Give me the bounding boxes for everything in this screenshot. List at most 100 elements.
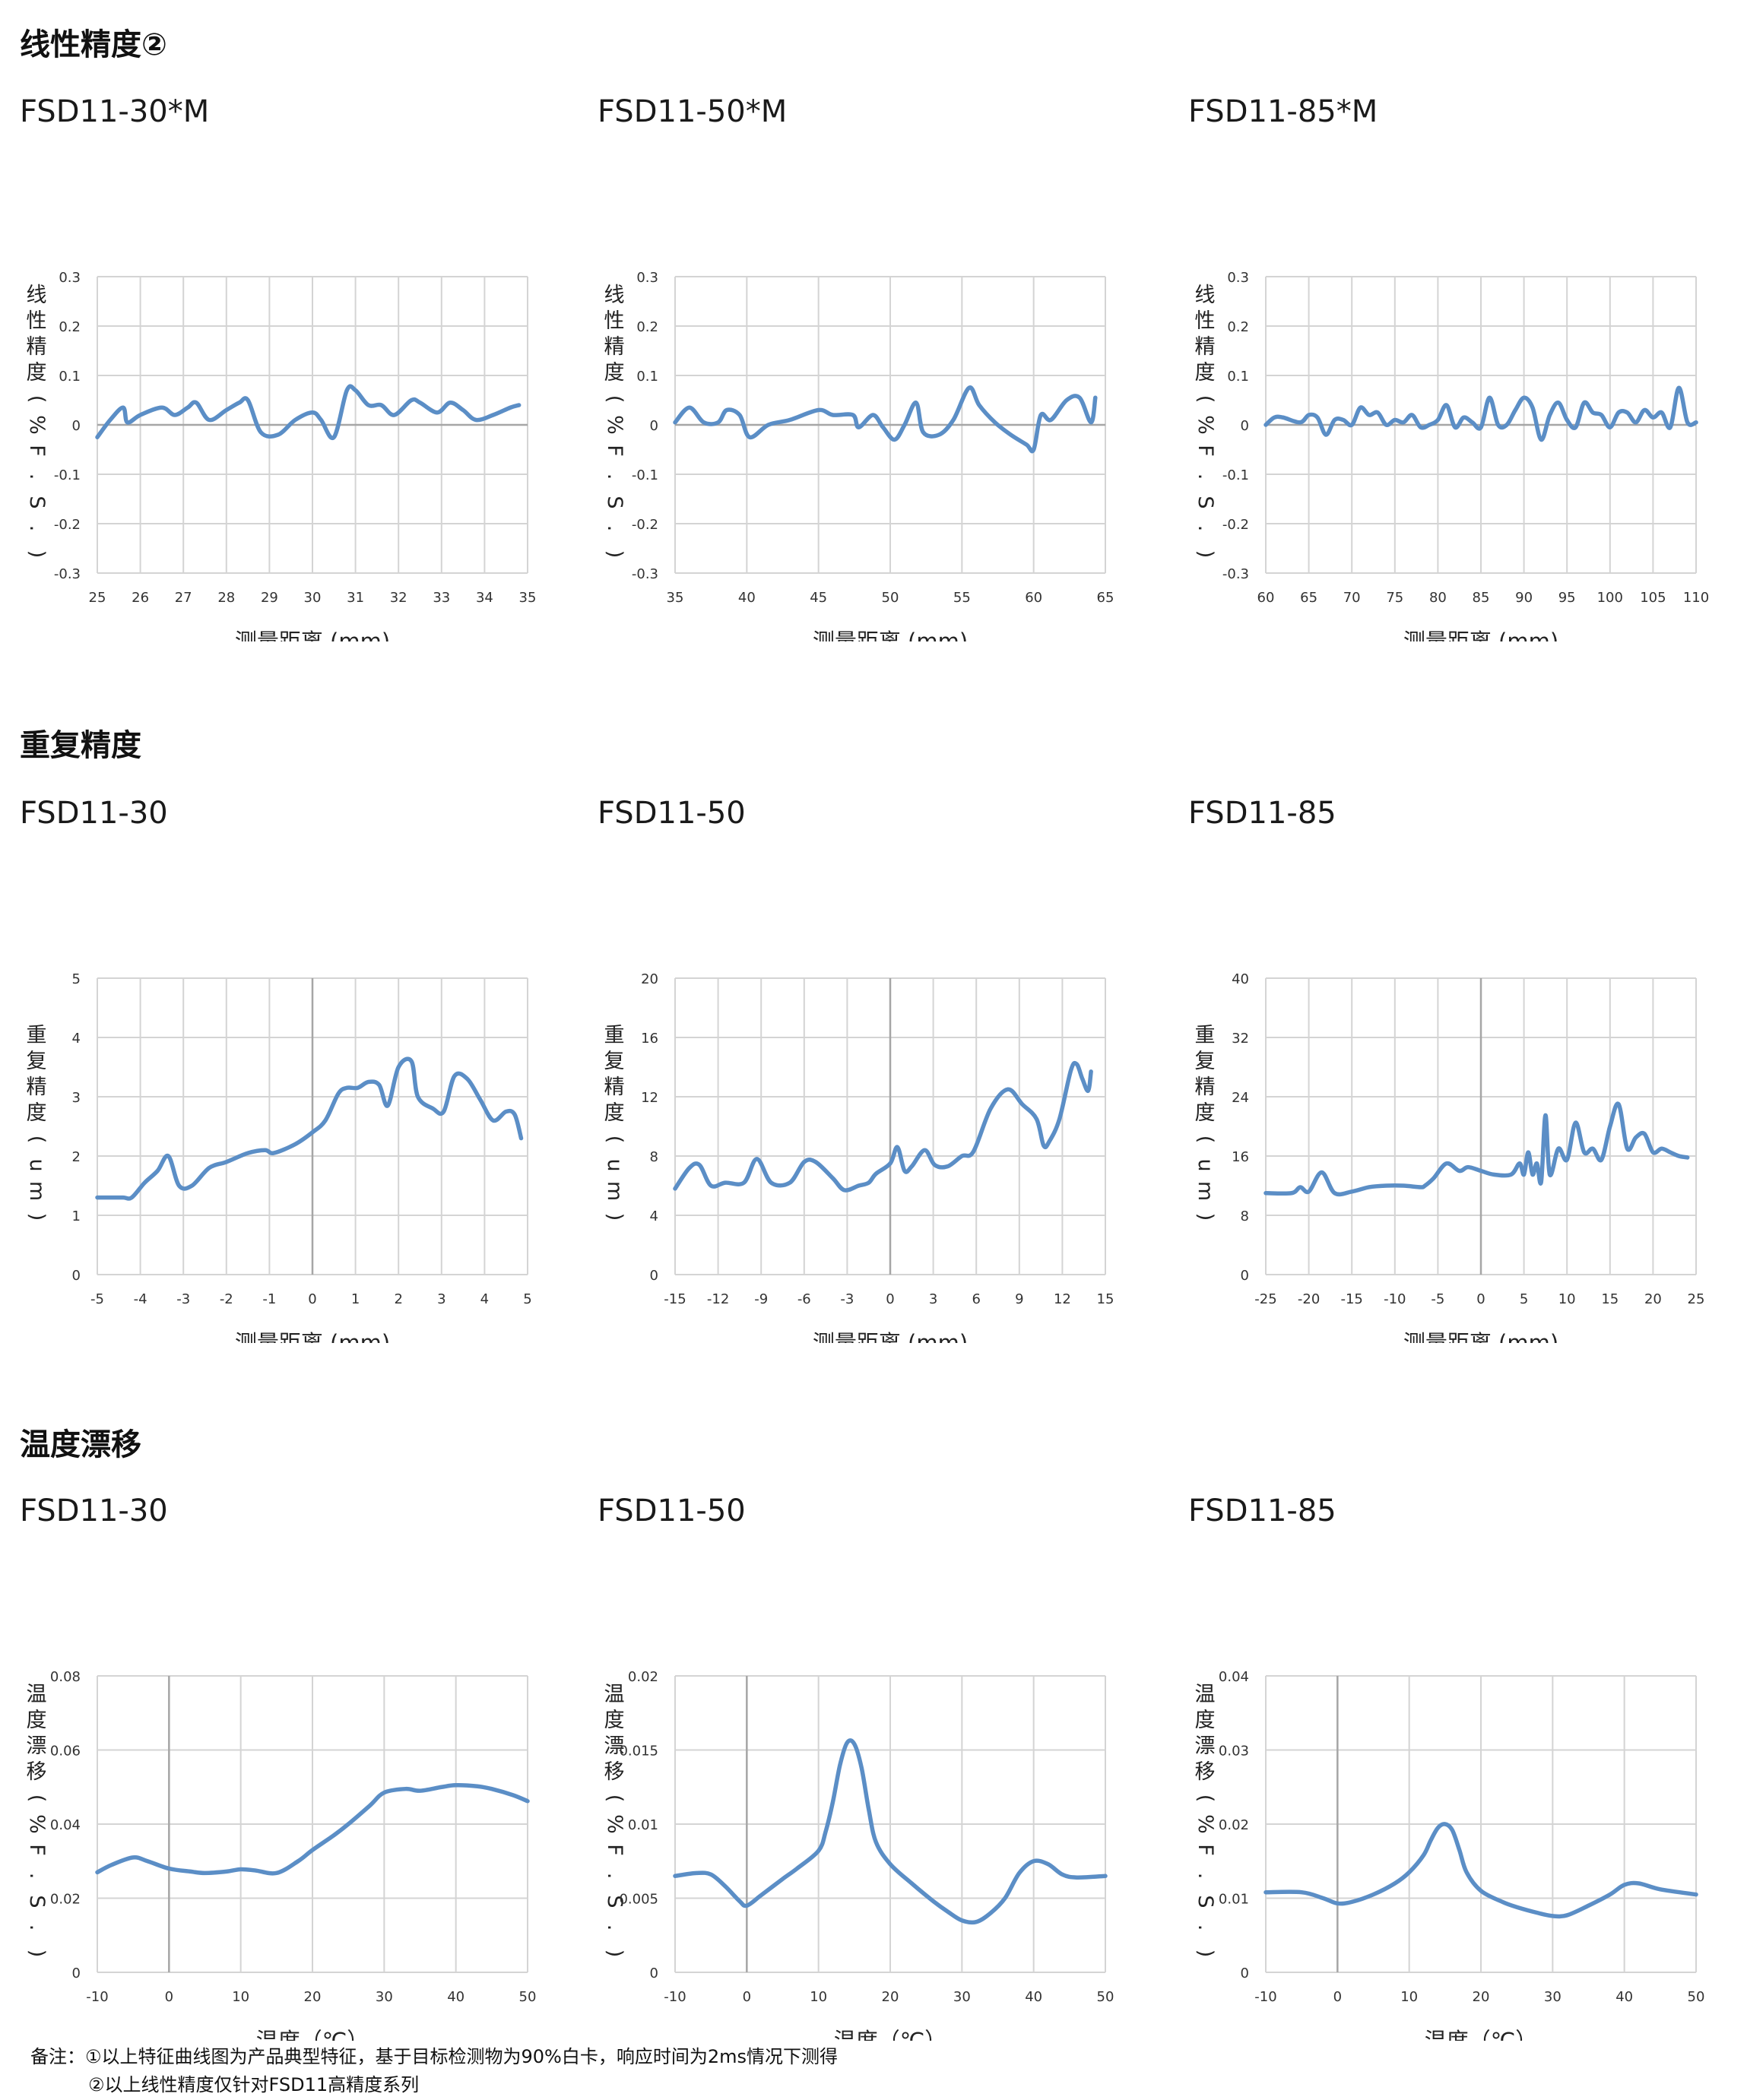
y-tick-label: 0.1 bbox=[59, 369, 81, 385]
series-line bbox=[673, 1060, 1093, 1193]
x-tick-label: 80 bbox=[1429, 590, 1447, 606]
x-tick-label: 95 bbox=[1558, 590, 1576, 606]
x-tick-label: 40 bbox=[447, 1989, 464, 2005]
x-tick-label: 3 bbox=[437, 1291, 445, 1307]
section-title-linearity: 线性精度② bbox=[20, 27, 167, 62]
y-axis-title: 线性精度(% F. S.) bbox=[25, 283, 49, 559]
x-tick-label: -2 bbox=[220, 1291, 233, 1307]
x-tick-label: -4 bbox=[134, 1291, 147, 1307]
y-tick-label: 0 bbox=[72, 1268, 81, 1284]
x-tick-label: 40 bbox=[738, 590, 756, 606]
x-tick-label: 105 bbox=[1640, 590, 1666, 606]
y-tick-label: 0 bbox=[1241, 418, 1249, 434]
x-axis-title: 测量距离 (mm) bbox=[235, 1330, 390, 1343]
x-tick-label: 50 bbox=[1688, 1989, 1705, 2005]
x-tick-label: -1 bbox=[262, 1291, 276, 1307]
y-tick-label: 0.2 bbox=[59, 319, 81, 335]
note-line-2: ②以上线性精度仅针对FSD11高精度系列 bbox=[88, 2074, 420, 2095]
y-tick-label: 20 bbox=[641, 971, 658, 987]
y-tick-label: 0.015 bbox=[619, 1744, 658, 1760]
x-tick-label: -5 bbox=[90, 1291, 104, 1307]
x-tick-label: 4 bbox=[480, 1291, 489, 1307]
x-tick-label: 70 bbox=[1343, 590, 1361, 606]
series-line bbox=[673, 385, 1098, 454]
section-title-temperature-drift: 温度漂移 bbox=[20, 1427, 141, 1462]
y-tick-label: 0.1 bbox=[636, 369, 658, 385]
y-tick-label: 0.3 bbox=[636, 270, 658, 286]
x-tick-label: 33 bbox=[433, 590, 450, 606]
y-axis-title: 线性精度(% F. S.) bbox=[1194, 283, 1217, 559]
x-tick-label: 60 bbox=[1257, 590, 1275, 606]
y-tick-label: 0.08 bbox=[50, 1669, 81, 1685]
x-tick-label: 10 bbox=[1400, 1989, 1418, 2005]
chart-panel: FSD11-85*M 线性精度(% F. S.) -0.3 -0.2 -0.1 0 0.1 0.2… bbox=[1188, 94, 1747, 641]
chart-title: FSD11-50 bbox=[598, 796, 746, 831]
x-tick-label: 10 bbox=[232, 1989, 249, 2005]
y-tick-label: 0.06 bbox=[50, 1744, 81, 1760]
x-tick-label: 0 bbox=[1476, 1291, 1485, 1307]
y-tick-label: 12 bbox=[641, 1090, 658, 1106]
y-tick-label: -0.1 bbox=[1222, 467, 1249, 483]
x-tick-label: 65 bbox=[1097, 590, 1114, 606]
y-tick-label: 0.005 bbox=[619, 1892, 658, 1908]
chart-title: FSD11-85 bbox=[1188, 796, 1336, 831]
y-tick-label: 0 bbox=[72, 1965, 81, 1981]
x-tick-label: 0 bbox=[165, 1989, 173, 2005]
series-line bbox=[95, 1783, 530, 1876]
x-tick-label: 32 bbox=[390, 590, 407, 606]
y-tick-label: 0 bbox=[1241, 1268, 1249, 1284]
x-tick-label: 40 bbox=[1025, 1989, 1042, 2005]
chart-svg: -0.3 -0.2 -0.1 0 0.1 0.2 0.3 35 40 45 50 55 60 65 测量距离… bbox=[632, 270, 1114, 641]
x-tick-label: 12 bbox=[1054, 1291, 1071, 1307]
x-tick-label: 3 bbox=[929, 1291, 937, 1307]
y-tick-label: 0 bbox=[650, 1965, 658, 1981]
x-axis-title: 测量距离 (mm) bbox=[813, 1330, 968, 1343]
x-tick-label: 50 bbox=[882, 590, 899, 606]
y-tick-label: -0.2 bbox=[632, 517, 658, 533]
y-tick-label: 0.04 bbox=[1219, 1669, 1249, 1685]
x-tick-label: 31 bbox=[347, 590, 364, 606]
x-tick-label: 15 bbox=[1097, 1291, 1114, 1307]
y-tick-label: 4 bbox=[72, 1031, 81, 1047]
y-tick-label: -0.2 bbox=[1222, 517, 1249, 533]
x-axis-title: 温度（℃） bbox=[1425, 2028, 1538, 2041]
x-tick-label: 0 bbox=[743, 1989, 751, 2005]
x-tick-label: 35 bbox=[667, 590, 684, 606]
y-tick-label: 0 bbox=[650, 1268, 658, 1284]
x-tick-label: 50 bbox=[1097, 1989, 1114, 2005]
x-tick-label: 20 bbox=[304, 1989, 322, 2005]
x-tick-label: 34 bbox=[476, 590, 493, 606]
chart-panel: FSD11-85 重复精度(u m) 0 8 16 24 32 40 -25 -20 -15 -10 -5… bbox=[1188, 796, 1747, 1343]
y-axis-title: 重复精度(u m) bbox=[1194, 1024, 1217, 1221]
x-tick-label: -10 bbox=[1384, 1291, 1406, 1307]
y-tick-label: -0.2 bbox=[54, 517, 81, 533]
x-tick-label: 35 bbox=[519, 590, 537, 606]
series-line bbox=[95, 384, 522, 441]
chart-title: FSD11-50 bbox=[598, 1493, 746, 1528]
chart-panel: FSD11-30*M 线性精度(% F. S.) -0.3 -0.2 -0.1 0 0.1 0.2… bbox=[20, 94, 582, 641]
y-tick-label: 40 bbox=[1232, 971, 1249, 987]
x-tick-label: 0 bbox=[886, 1291, 894, 1307]
y-tick-label: 0.3 bbox=[59, 270, 81, 286]
note-line-1: ①以上特征曲线图为产品典型特征，基于目标检测物为90%白卡，响应时间为2ms情况… bbox=[85, 2046, 839, 2067]
x-axis-title: 测量距离 (mm) bbox=[235, 629, 390, 641]
x-tick-label: 100 bbox=[1597, 590, 1623, 606]
x-tick-label: 75 bbox=[1386, 590, 1403, 606]
x-tick-label: -10 bbox=[86, 1989, 108, 2005]
x-tick-label: 2 bbox=[394, 1291, 402, 1307]
x-tick-label: 30 bbox=[953, 1989, 971, 2005]
x-axis-title: 测量距离 (mm) bbox=[1403, 629, 1558, 641]
x-tick-label: 40 bbox=[1615, 1989, 1633, 2005]
y-tick-label: -0.3 bbox=[1222, 566, 1249, 582]
chart-panel: FSD11-50 重复精度(u m) 0 4 8 12 16 20 -15 -12 -9 -6 -3 0 3 6… bbox=[598, 796, 1160, 1343]
y-tick-label: 0.01 bbox=[628, 1817, 658, 1833]
x-tick-label: 15 bbox=[1601, 1291, 1619, 1307]
y-tick-label: 0.2 bbox=[1227, 319, 1249, 335]
x-tick-label: 85 bbox=[1473, 590, 1490, 606]
y-tick-label: 0.02 bbox=[628, 1669, 658, 1685]
series-line bbox=[1263, 385, 1698, 442]
x-tick-label: -15 bbox=[1340, 1291, 1362, 1307]
x-tick-label: -25 bbox=[1254, 1291, 1276, 1307]
y-axis-title: 温度漂移(% F. S.) bbox=[25, 1683, 49, 1958]
x-tick-label: 10 bbox=[1558, 1291, 1576, 1307]
